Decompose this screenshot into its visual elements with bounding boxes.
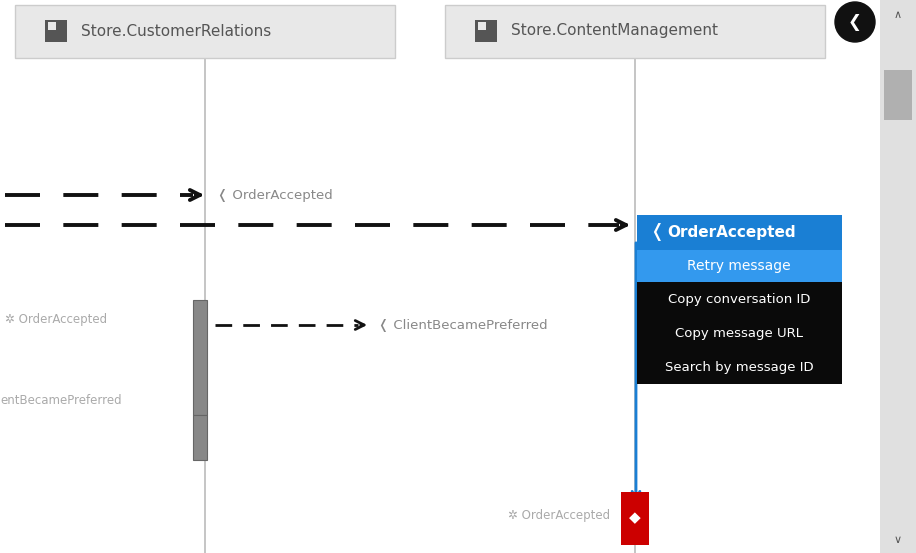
Bar xyxy=(445,5,825,58)
Bar xyxy=(193,300,207,415)
Bar xyxy=(884,70,912,120)
Text: ✲ OrderAccepted: ✲ OrderAccepted xyxy=(507,509,610,521)
Bar xyxy=(621,492,649,545)
Text: ◆: ◆ xyxy=(629,510,641,525)
Text: Store.CustomerRelations: Store.CustomerRelations xyxy=(81,23,271,39)
Bar xyxy=(48,22,56,30)
Text: entBecamePreferred: entBecamePreferred xyxy=(0,394,122,406)
Bar xyxy=(637,215,842,250)
Bar xyxy=(45,20,67,42)
Text: ✲ OrderAccepted: ✲ OrderAccepted xyxy=(5,314,107,326)
Text: ❮: ❮ xyxy=(848,13,862,31)
Text: ❬ OrderAccepted: ❬ OrderAccepted xyxy=(217,189,333,201)
Text: Store.ContentManagement: Store.ContentManagement xyxy=(511,23,718,39)
Bar xyxy=(15,5,395,58)
Bar xyxy=(478,22,486,30)
Bar xyxy=(637,250,842,282)
Text: Retry message: Retry message xyxy=(687,259,791,273)
Text: ∧: ∧ xyxy=(894,10,902,20)
Text: ❬: ❬ xyxy=(649,223,664,241)
Text: Copy conversation ID: Copy conversation ID xyxy=(668,293,810,305)
Circle shape xyxy=(835,2,875,42)
Text: Search by message ID: Search by message ID xyxy=(665,361,813,373)
Text: Copy message URL: Copy message URL xyxy=(675,326,803,340)
Bar xyxy=(475,20,497,42)
Text: ❬ ClientBecamePreferred: ❬ ClientBecamePreferred xyxy=(378,319,548,331)
Text: OrderAccepted: OrderAccepted xyxy=(667,225,796,239)
Bar xyxy=(193,415,207,460)
Bar xyxy=(880,0,916,553)
Text: ∨: ∨ xyxy=(894,535,902,545)
Bar xyxy=(637,282,842,384)
